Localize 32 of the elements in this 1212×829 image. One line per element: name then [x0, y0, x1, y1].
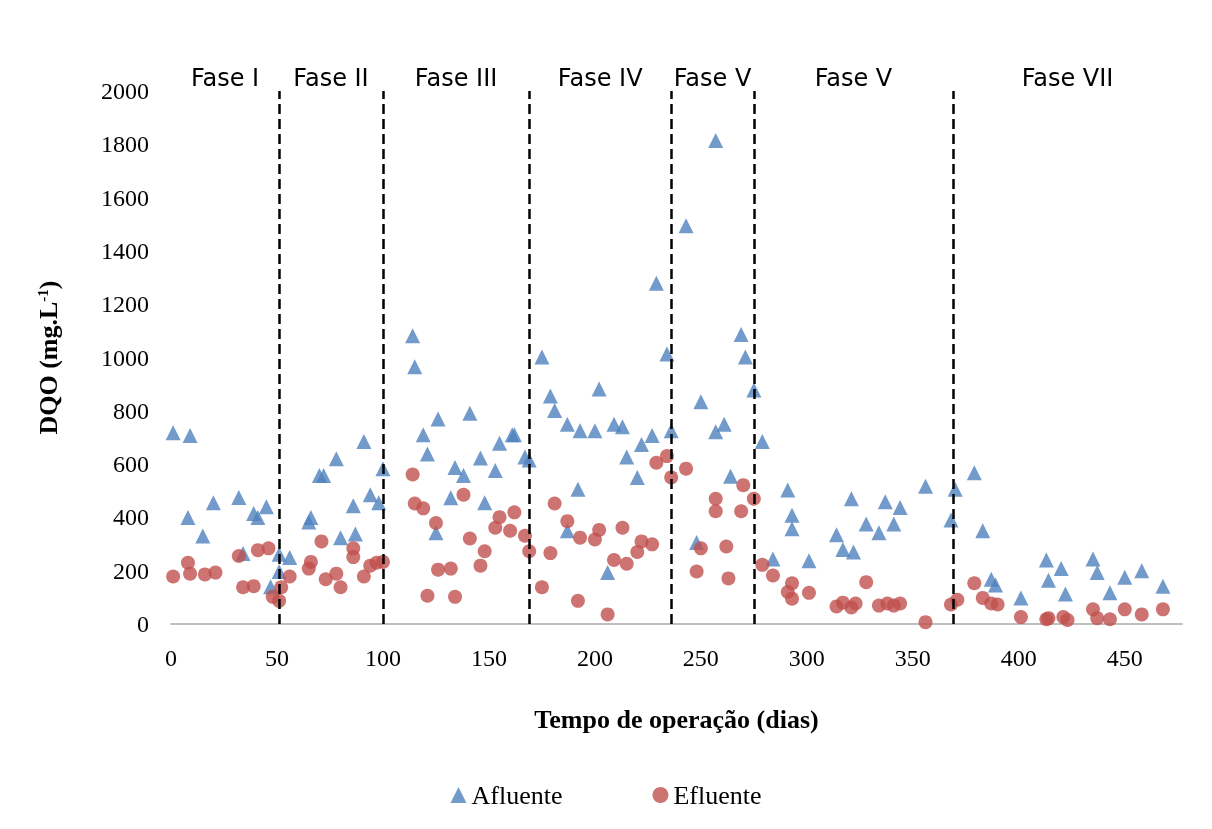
- x-tick-label: 450: [1106, 645, 1143, 671]
- x-tick-label: 250: [682, 645, 719, 671]
- y-tick-label: 400: [113, 504, 149, 531]
- annotation: Fase IV: [557, 64, 644, 92]
- x-tick-label: 400: [1000, 645, 1037, 671]
- legend-label: Efluente: [673, 780, 762, 810]
- legend-label: Afluente: [471, 780, 563, 810]
- y-tick-label: 1800: [101, 131, 149, 158]
- x-tick-label: 50: [264, 645, 289, 671]
- x-tick-label: 0: [165, 645, 177, 671]
- annotation: Fase VII: [1021, 64, 1114, 92]
- y-tick-label: 1400: [101, 237, 149, 264]
- y-tick-label: 1600: [101, 184, 149, 211]
- y-tick-label: 0: [137, 611, 149, 637]
- y-tick-label: 2000: [101, 78, 149, 104]
- y-tick-label: 800: [113, 397, 149, 424]
- y-axis-title: DQO (mg.L-1): [33, 280, 63, 435]
- y-tick-label: 1000: [101, 344, 149, 371]
- y-tick-label: 200: [113, 557, 149, 584]
- x-tick-label: 300: [788, 645, 825, 671]
- annotation: Fase II: [293, 64, 369, 92]
- x-axis-title: Tempo de operação (dias): [534, 704, 819, 734]
- annotation: Fase V: [814, 64, 893, 92]
- x-tick-label: 200: [576, 645, 613, 671]
- annotation: Fase I: [190, 64, 260, 92]
- x-tick-label: 100: [364, 645, 401, 671]
- y-tick-label: 1200: [101, 291, 149, 318]
- annotation: Fase III: [414, 64, 498, 92]
- x-tick-label: 350: [894, 645, 931, 671]
- annotation: Fase V: [673, 64, 752, 92]
- y-tick-label: 600: [113, 451, 149, 478]
- x-tick-label: 150: [470, 645, 507, 671]
